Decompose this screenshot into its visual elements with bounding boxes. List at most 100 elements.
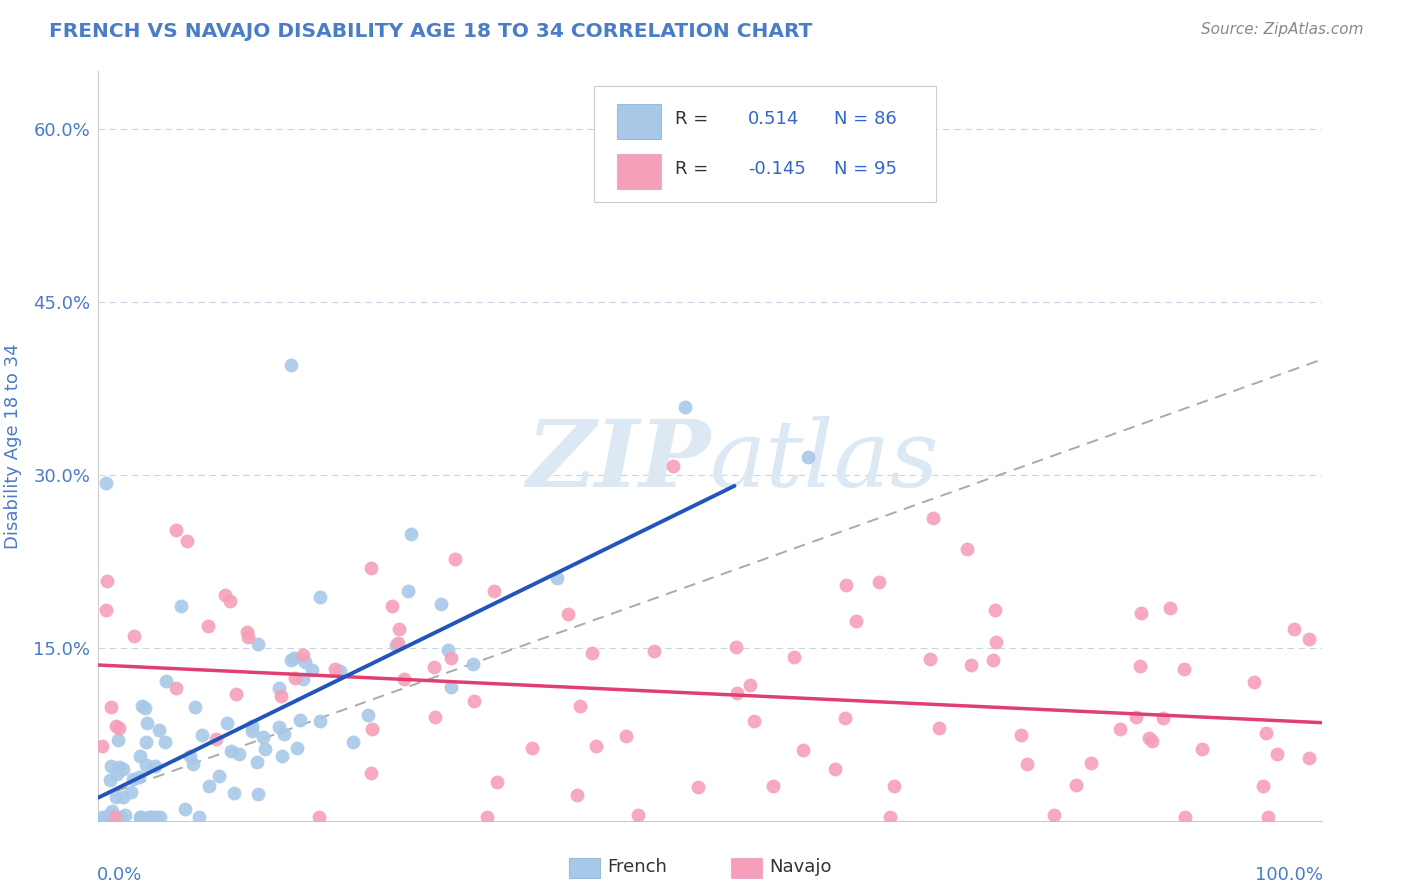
Point: [129, 810, 152, 824]
Point: [725, 640, 748, 655]
Point: [183, 699, 205, 714]
Point: [94, 810, 117, 824]
Point: [399, 527, 422, 541]
Text: -0.145: -0.145: [748, 160, 806, 178]
Text: French: French: [607, 858, 668, 876]
Point: [198, 779, 221, 793]
Point: [614, 729, 637, 743]
Point: [673, 400, 696, 414]
Text: N = 86: N = 86: [834, 110, 897, 128]
Point: [153, 735, 176, 749]
Point: [111, 790, 134, 805]
Point: [110, 810, 132, 824]
Point: [253, 742, 276, 756]
Point: [1265, 747, 1288, 761]
Point: [143, 810, 166, 824]
Point: [224, 785, 246, 799]
Point: [129, 748, 152, 763]
Point: [148, 723, 170, 737]
Point: [1173, 662, 1195, 676]
Point: [291, 648, 314, 662]
Point: [197, 618, 219, 632]
Point: [308, 591, 330, 605]
Point: [1109, 722, 1132, 736]
Point: [104, 810, 127, 824]
Point: [1191, 742, 1213, 756]
Point: [208, 769, 231, 783]
Point: [482, 584, 505, 599]
Point: [342, 734, 364, 748]
Point: [762, 779, 785, 793]
Point: [1174, 810, 1197, 824]
Point: [100, 699, 122, 714]
Point: [155, 674, 177, 689]
Point: [585, 739, 607, 754]
Point: [301, 663, 323, 677]
Point: [138, 810, 160, 824]
Point: [94, 603, 117, 617]
Point: [430, 597, 453, 611]
Point: [235, 625, 257, 640]
Point: [959, 658, 981, 673]
Point: [98, 806, 121, 821]
Point: [928, 721, 950, 735]
Point: [1125, 709, 1147, 723]
Point: [824, 762, 846, 776]
Point: [385, 638, 408, 652]
Point: [444, 552, 467, 566]
Point: [1243, 675, 1265, 690]
Point: [581, 646, 603, 660]
Point: [290, 713, 312, 727]
Point: [423, 659, 446, 673]
Point: [1129, 659, 1152, 673]
Point: [240, 719, 263, 733]
Point: [205, 732, 228, 747]
Point: [557, 607, 579, 622]
Point: [246, 755, 269, 769]
Point: [165, 681, 187, 695]
Point: [984, 603, 1007, 617]
Point: [280, 652, 302, 666]
Point: [269, 681, 291, 696]
Point: [879, 810, 901, 824]
Point: [1139, 731, 1161, 745]
Point: [134, 700, 156, 714]
Point: [986, 635, 1008, 649]
Point: [214, 588, 236, 602]
Point: [104, 718, 127, 732]
Point: [114, 808, 136, 822]
Point: [569, 699, 592, 714]
Point: [270, 749, 292, 764]
Point: [357, 707, 380, 722]
Point: [111, 762, 134, 776]
Point: [94, 810, 117, 824]
Point: [325, 662, 347, 676]
Text: N = 95: N = 95: [834, 160, 897, 178]
Point: [360, 765, 382, 780]
Point: [219, 594, 242, 608]
Text: R =: R =: [675, 110, 714, 128]
Point: [1064, 778, 1087, 792]
Point: [135, 758, 157, 772]
Point: [1159, 600, 1181, 615]
Point: [181, 756, 204, 771]
Point: [486, 774, 509, 789]
Point: [141, 810, 163, 824]
Point: [240, 723, 263, 738]
Point: [228, 747, 250, 761]
Point: [283, 651, 305, 665]
Point: [98, 772, 121, 787]
Point: [219, 744, 242, 758]
Point: [96, 574, 118, 588]
Point: [392, 672, 415, 686]
Point: [627, 807, 650, 822]
Point: [1152, 710, 1174, 724]
Point: [285, 741, 308, 756]
Point: [149, 810, 172, 824]
Text: 100.0%: 100.0%: [1256, 865, 1323, 884]
FancyBboxPatch shape: [617, 104, 661, 139]
Point: [122, 629, 145, 643]
Point: [868, 575, 890, 590]
Point: [1257, 810, 1279, 824]
Point: [1254, 726, 1277, 740]
